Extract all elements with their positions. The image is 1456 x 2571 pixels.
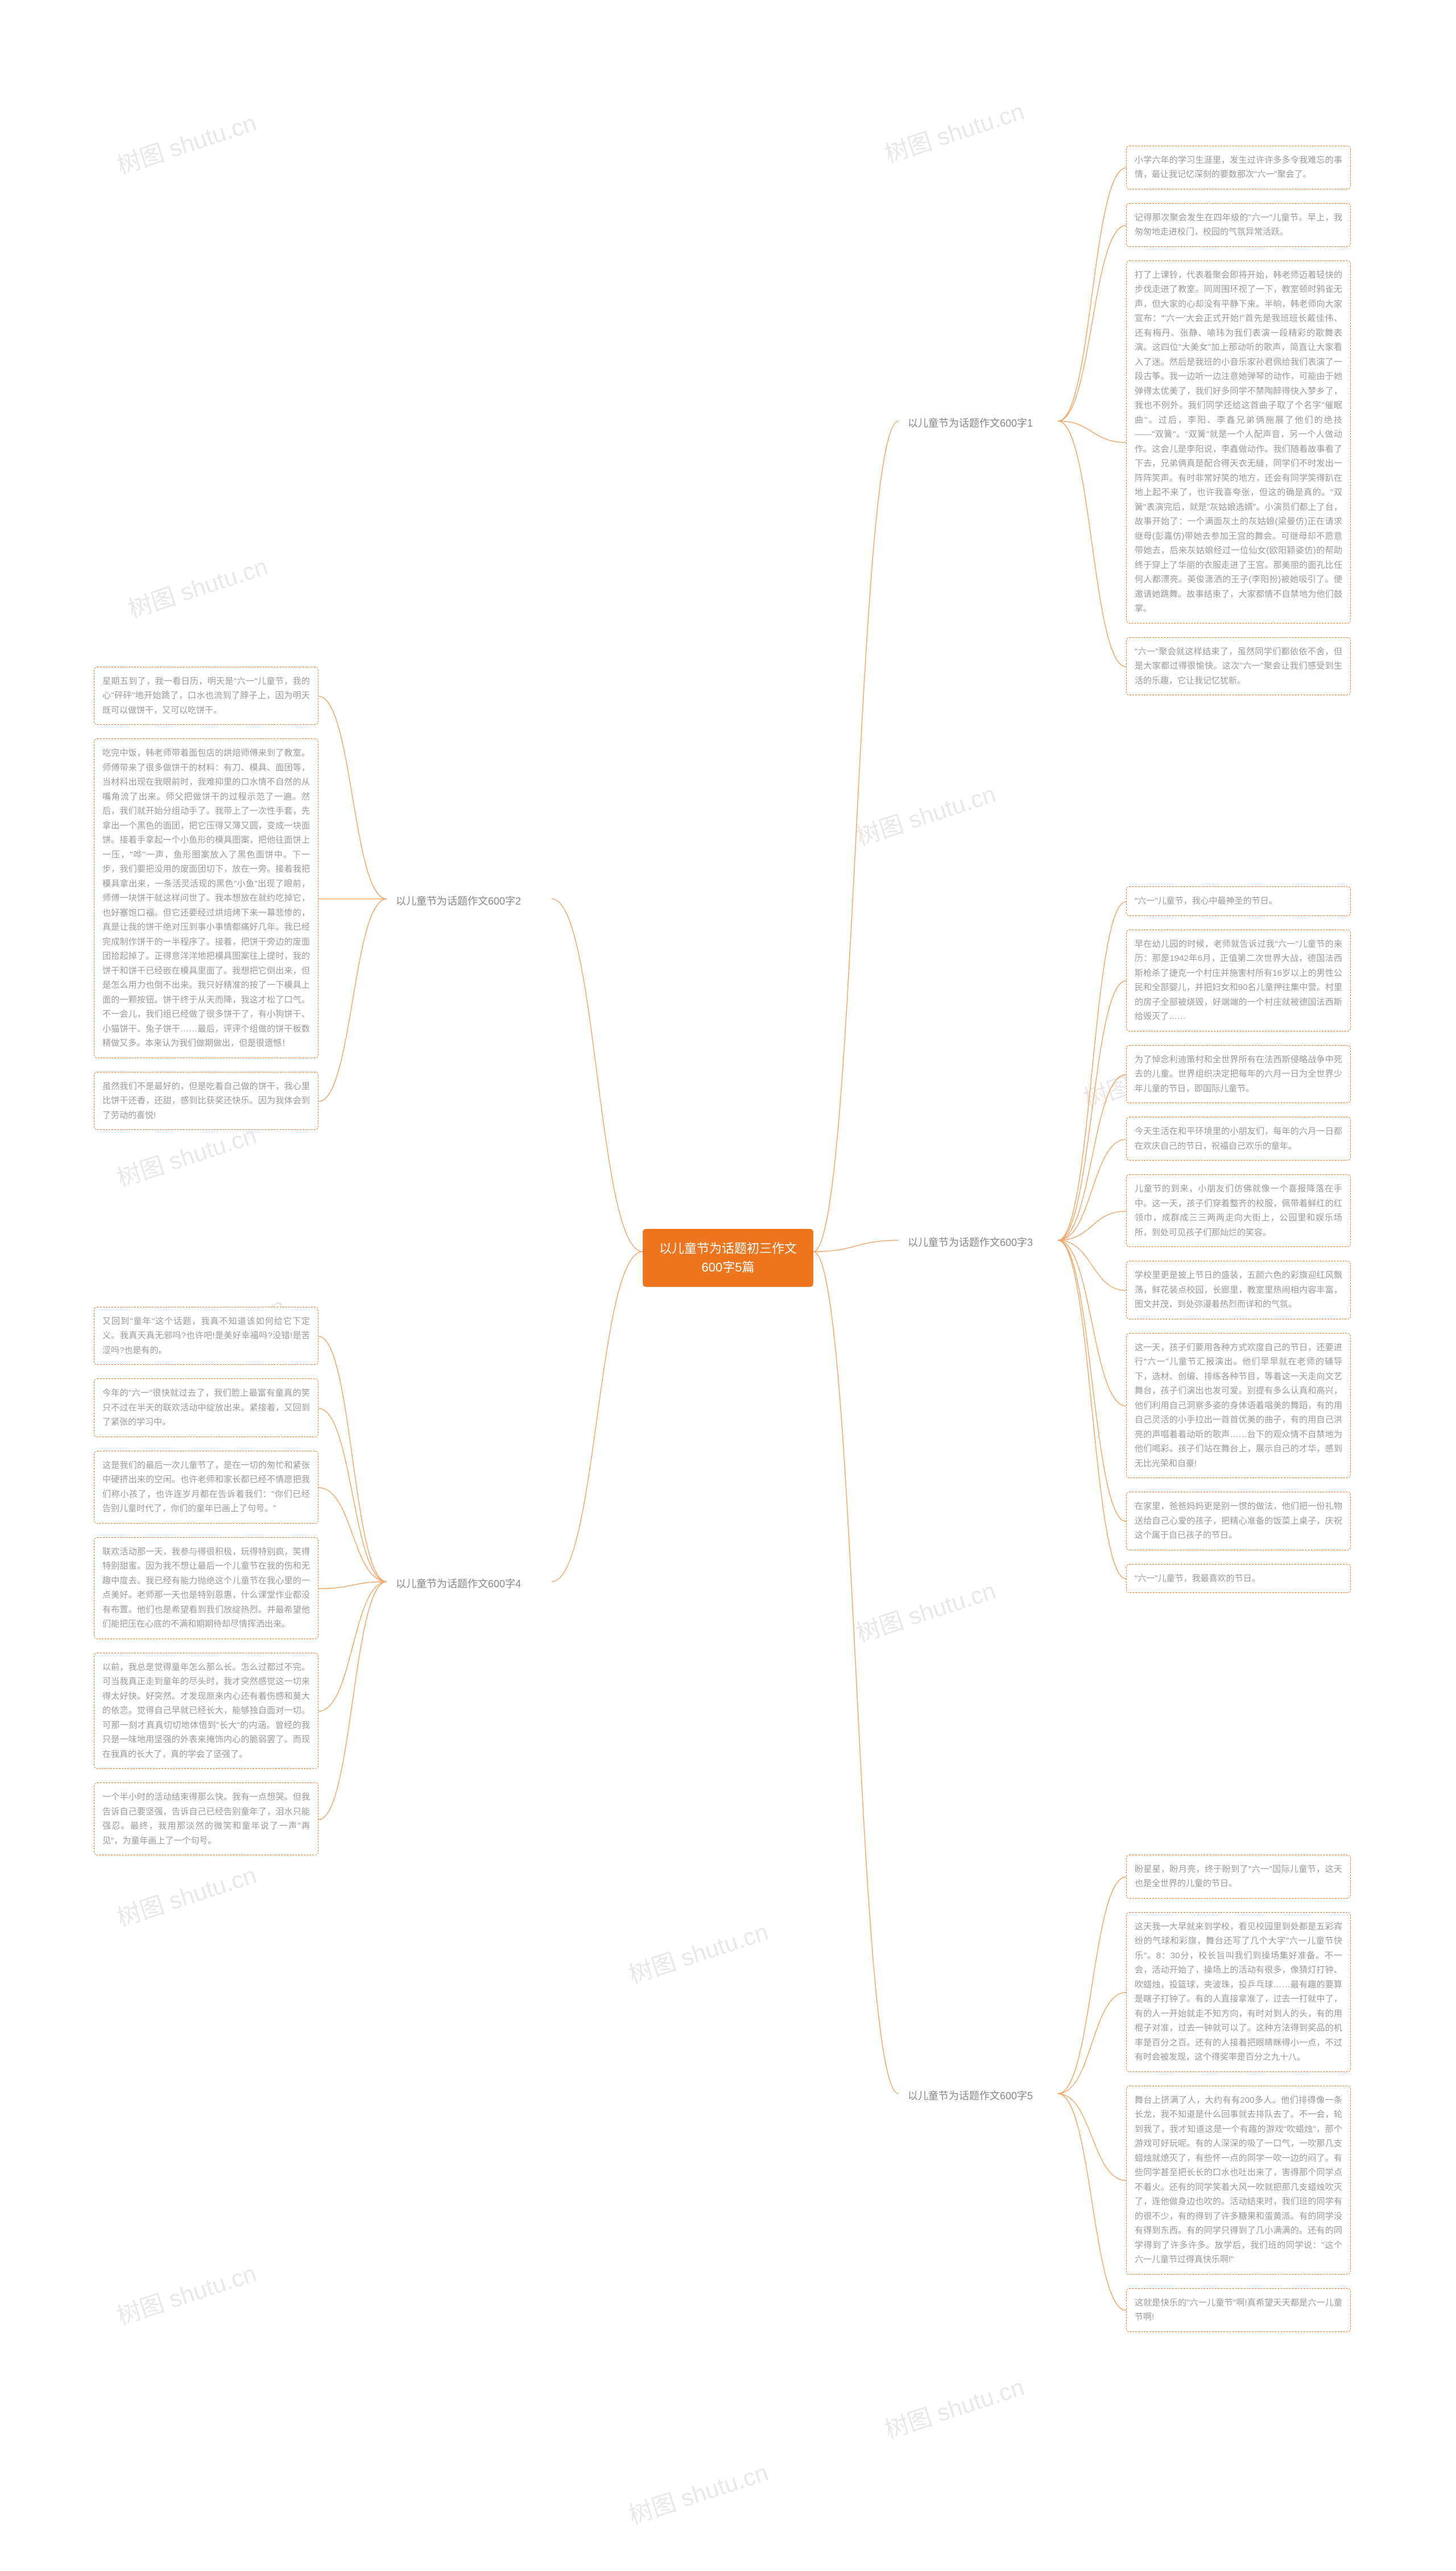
watermark: 树图 shutu.cn <box>851 1571 1000 1649</box>
branch-node: 以儿童节为话题作文600字5 <box>899 2082 1058 2108</box>
leaf-node: 学校里更是披上节日的盛装，五颜六色的彩旗迎红风飘荡，鲜花装点校园，长廊里，教室里… <box>1126 1261 1351 1319</box>
leaf-node: 今天生活在和平环境里的小朋友们，每年的六月一日都在欢庆自己的节日，祝福自己欢乐的… <box>1126 1117 1351 1161</box>
leaf-node: 小学六年的学习生涯里，发生过许许多多令我难忘的事情，最让我记忆深刻的要数那次"六… <box>1126 146 1351 189</box>
leaf-node: "六一"儿童节，我心中最神圣的节日。 <box>1126 886 1351 916</box>
watermark: 树图 shutu.cn <box>851 775 1000 853</box>
leaf-node: 早在幼儿园的时候，老师就告诉过我"六一"儿童节的来历：那是1942年6月，正值第… <box>1126 930 1351 1031</box>
watermark: 树图 shutu.cn <box>624 1913 772 1991</box>
leaf-node: 联欢活动那一天，我参与得很积极，玩得特别疯，笑得特别甜蜜。因为我不想让最后一个儿… <box>94 1537 318 1639</box>
leaf-node: 这是我们的最后一次儿童节了，是在一切的匆忙和紧张中硬挤出来的空闲。也许老师和家长… <box>94 1451 318 1524</box>
watermark: 树图 shutu.cn <box>112 1856 260 1934</box>
watermark: 树图 shutu.cn <box>624 2453 772 2531</box>
leaf-node: 儿童节的到来，小朋友们仿佛就像一个喜报降落在手中。这一天，孩子们穿着整齐的校服，… <box>1126 1174 1351 1247</box>
watermark: 树图 shutu.cn <box>880 92 1028 170</box>
branch-node: 以儿童节为话题作文600字2 <box>387 888 552 914</box>
leaf-node: 这就是快乐的"六一儿童节"啊!真希望天天都是六一儿童节啊! <box>1126 2288 1351 2332</box>
branch-node: 以儿童节为话题作文600字1 <box>899 410 1058 436</box>
leaf-node: 打了上课铃，代表着聚会即将开始，韩老师迈着轻快的步伐走进了教室。同周围环视了一下… <box>1126 261 1351 624</box>
leaf-node: 舞台上挤满了人，大约有有200多人。他们排得像一条长龙，我不知道是什么回事就去排… <box>1126 2086 1351 2275</box>
leaf-node: 以前，我总是觉得童年怎么那么长。怎么过都过不完。可当我真正走到童年的尽头时，我才… <box>94 1653 318 1769</box>
leaf-node: 为了悼念利迪策村和全世界所有在法西斯侵略战争中死去的儿童。世界组织决定把每年的六… <box>1126 1045 1351 1104</box>
leaf-node: 这一天，孩子们要用各种方式欢度自己的节日，还要进行"六一"儿童节汇报演出。他们早… <box>1126 1333 1351 1479</box>
leaf-node: 一个半小时的活动结束得那么快。我有一点想哭。但我告诉自己要坚强，告诉自己已经告别… <box>94 1782 318 1855</box>
leaf-node: 记得那次聚会发生在四年级的"六一"儿童节。早上，我匆匆地走进校门，校园的气氛异常… <box>1126 203 1351 247</box>
watermark: 树图 shutu.cn <box>880 2368 1028 2446</box>
watermark: 树图 shutu.cn <box>123 547 272 625</box>
leaf-node: "六一"聚会就这样结束了，虽然同学们都依依不舍，但是大家都过得很愉快。这次"六一… <box>1126 637 1351 696</box>
watermark: 树图 shutu.cn <box>112 104 260 181</box>
leaf-node: 这天我一大早就来到学校，看见校园里到处都是五彩宾纷的气球和彩旗，舞台还写了几个大… <box>1126 1912 1351 2072</box>
watermark: 树图 shutu.cn <box>112 2254 260 2332</box>
leaf-node: 盼星星，盼月亮，终于盼到了"六一"国际儿童节，这天也是全世界的儿童的节日。 <box>1126 1855 1351 1899</box>
leaf-node: 虽然我们不是最好的，但是吃着自己做的饼干，我心里比饼干还香，还甜，感到比获奖还快… <box>94 1072 318 1130</box>
leaf-node: "六一"儿童节，我最喜欢的节日。 <box>1126 1564 1351 1594</box>
leaf-node: 在家里，爸爸妈妈更是别一惯的做法，他们把一份礼物送给自己心爱的孩子，把精心准备的… <box>1126 1492 1351 1550</box>
leaf-node: 今年的"六一"很快就过去了，我们脸上最富有童真的笑只不过在半天的联欢活动中绽放出… <box>94 1379 318 1437</box>
center-title: 以儿童节为话题初三作文600字5篇 <box>659 1241 797 1274</box>
center-node: 以儿童节为话题初三作文600字5篇 <box>643 1229 813 1287</box>
leaf-node: 星期五到了，我一看日历，明天是"六一"儿童节，我的心"砰砰"地开始跳了，口水也流… <box>94 667 318 725</box>
leaf-node: 又回到"童年"这个话题，我真不知道该如何给它下定义。我真天真无邪吗?也许吧!是美… <box>94 1307 318 1365</box>
leaf-node: 吃完中饭，韩老师带着面包店的烘焙师傅来到了教室。师傅带来了很多做饼干的材料：有刀… <box>94 738 318 1058</box>
branch-node: 以儿童节为话题作文600字3 <box>899 1229 1058 1255</box>
branch-node: 以儿童节为话题作文600字4 <box>387 1570 552 1596</box>
